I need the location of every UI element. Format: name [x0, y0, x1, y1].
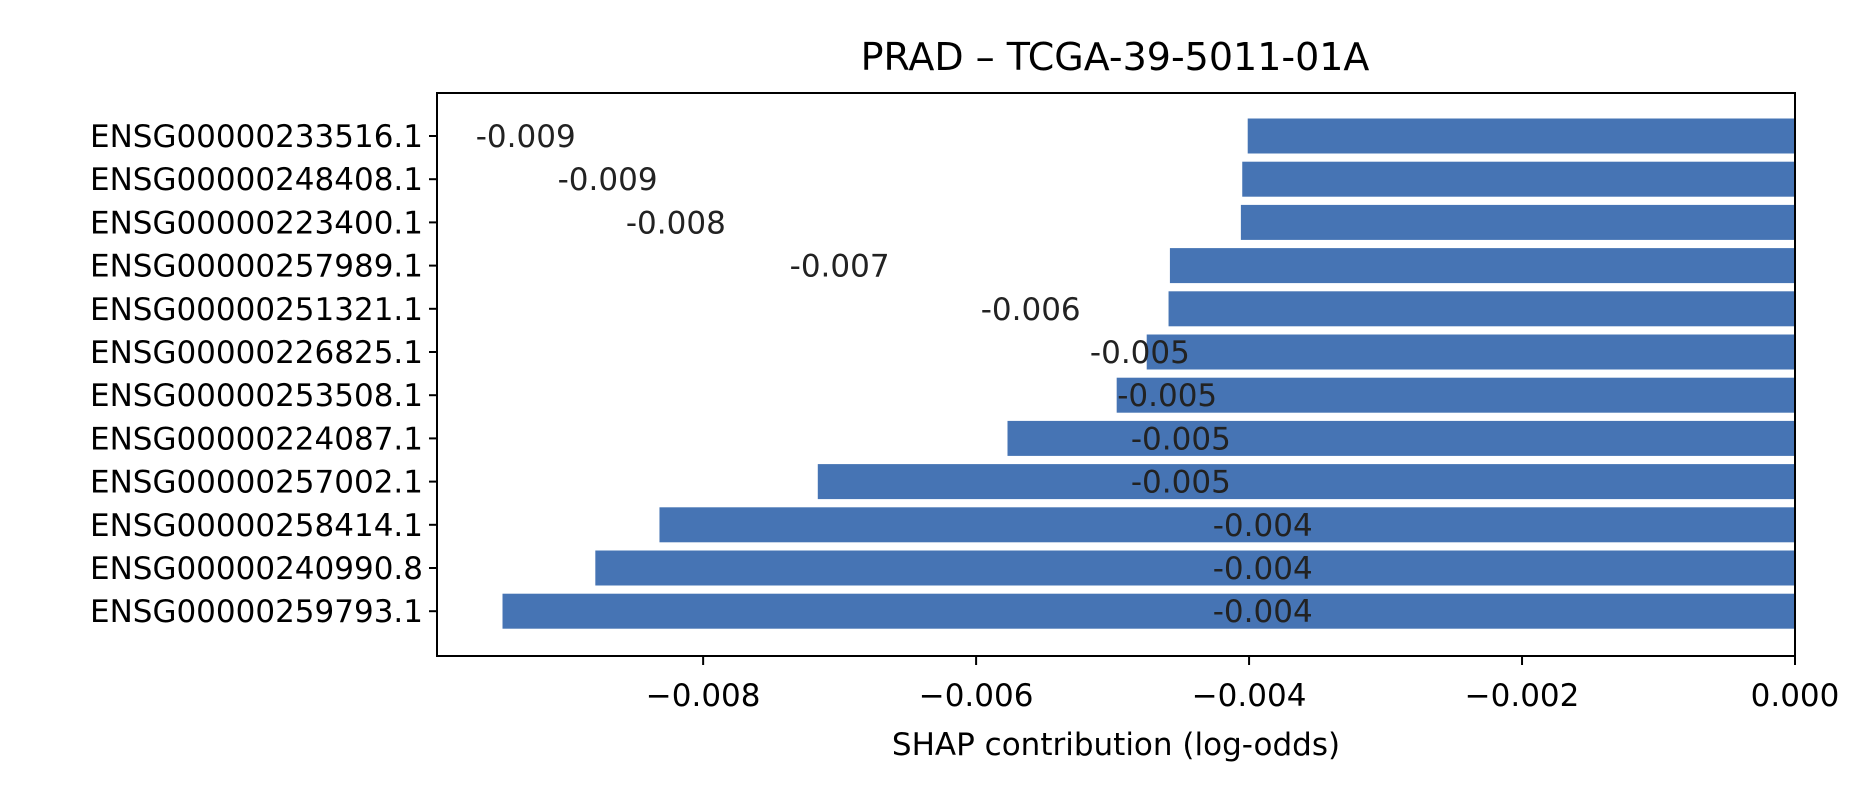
bar	[1007, 420, 1795, 456]
data-label: -0.006	[981, 292, 1081, 328]
bar	[1116, 377, 1795, 413]
y-tick-label: ENSG00000248408.1	[90, 162, 423, 198]
x-axis-ticks: −0.008 −0.006 −0.004 −0.002 0.000	[646, 656, 1840, 714]
bar	[502, 593, 1795, 629]
bar	[1242, 161, 1795, 197]
y-tick-label: ENSG00000240990.8	[90, 551, 423, 587]
plot-frame	[436, 92, 1796, 657]
data-label: -0.009	[558, 162, 658, 198]
data-label: -0.009	[476, 119, 576, 155]
y-tick-label: ENSG00000258414.1	[90, 508, 423, 544]
y-tick-label: ENSG00000224087.1	[90, 421, 423, 457]
bar	[817, 464, 1795, 500]
bar	[595, 550, 1795, 586]
data-label: -0.005	[1131, 421, 1231, 457]
bar	[1146, 334, 1795, 370]
bar	[1169, 248, 1795, 284]
x-tick-label: −0.004	[1192, 678, 1307, 714]
x-tick-label: −0.006	[919, 678, 1034, 714]
bar	[1240, 204, 1795, 240]
chart-title: PRAD – TCGA-39-5011-01A	[861, 35, 1370, 79]
y-tick-label: ENSG00000257989.1	[90, 249, 423, 285]
y-tick-label: ENSG00000257002.1	[90, 465, 423, 501]
bar	[1247, 118, 1795, 154]
bar	[1168, 291, 1795, 327]
y-tick-label: ENSG00000251321.1	[90, 292, 423, 328]
y-tick-label: ENSG00000253508.1	[90, 378, 423, 414]
x-tick-label: 0.000	[1751, 678, 1840, 714]
data-label: -0.005	[1090, 335, 1190, 371]
y-tick-label: ENSG00000226825.1	[90, 335, 423, 371]
y-tick-label: ENSG00000223400.1	[90, 205, 423, 241]
data-label: -0.004	[1213, 594, 1313, 630]
y-tick-label: ENSG00000233516.1	[90, 119, 423, 155]
data-label: -0.004	[1213, 508, 1313, 544]
y-axis-ticks: ENSG00000233516.1 ENSG00000248408.1 ENSG00…	[90, 119, 437, 630]
bars-layer	[502, 118, 1795, 629]
x-tick-label: −0.008	[646, 678, 761, 714]
x-axis-label: SHAP contribution (log-odds)	[892, 727, 1340, 763]
y-tick-label: ENSG00000259793.1	[90, 594, 423, 630]
data-label: -0.008	[626, 205, 726, 241]
data-label: -0.005	[1117, 378, 1217, 414]
data-label: -0.005	[1131, 465, 1231, 501]
bar	[659, 507, 1795, 543]
data-labels-layer: -0.009-0.009-0.008-0.007-0.006-0.005-0.0…	[476, 119, 1313, 630]
data-label: -0.004	[1213, 551, 1313, 587]
data-label: -0.007	[790, 249, 890, 285]
x-tick-label: −0.002	[1465, 678, 1580, 714]
